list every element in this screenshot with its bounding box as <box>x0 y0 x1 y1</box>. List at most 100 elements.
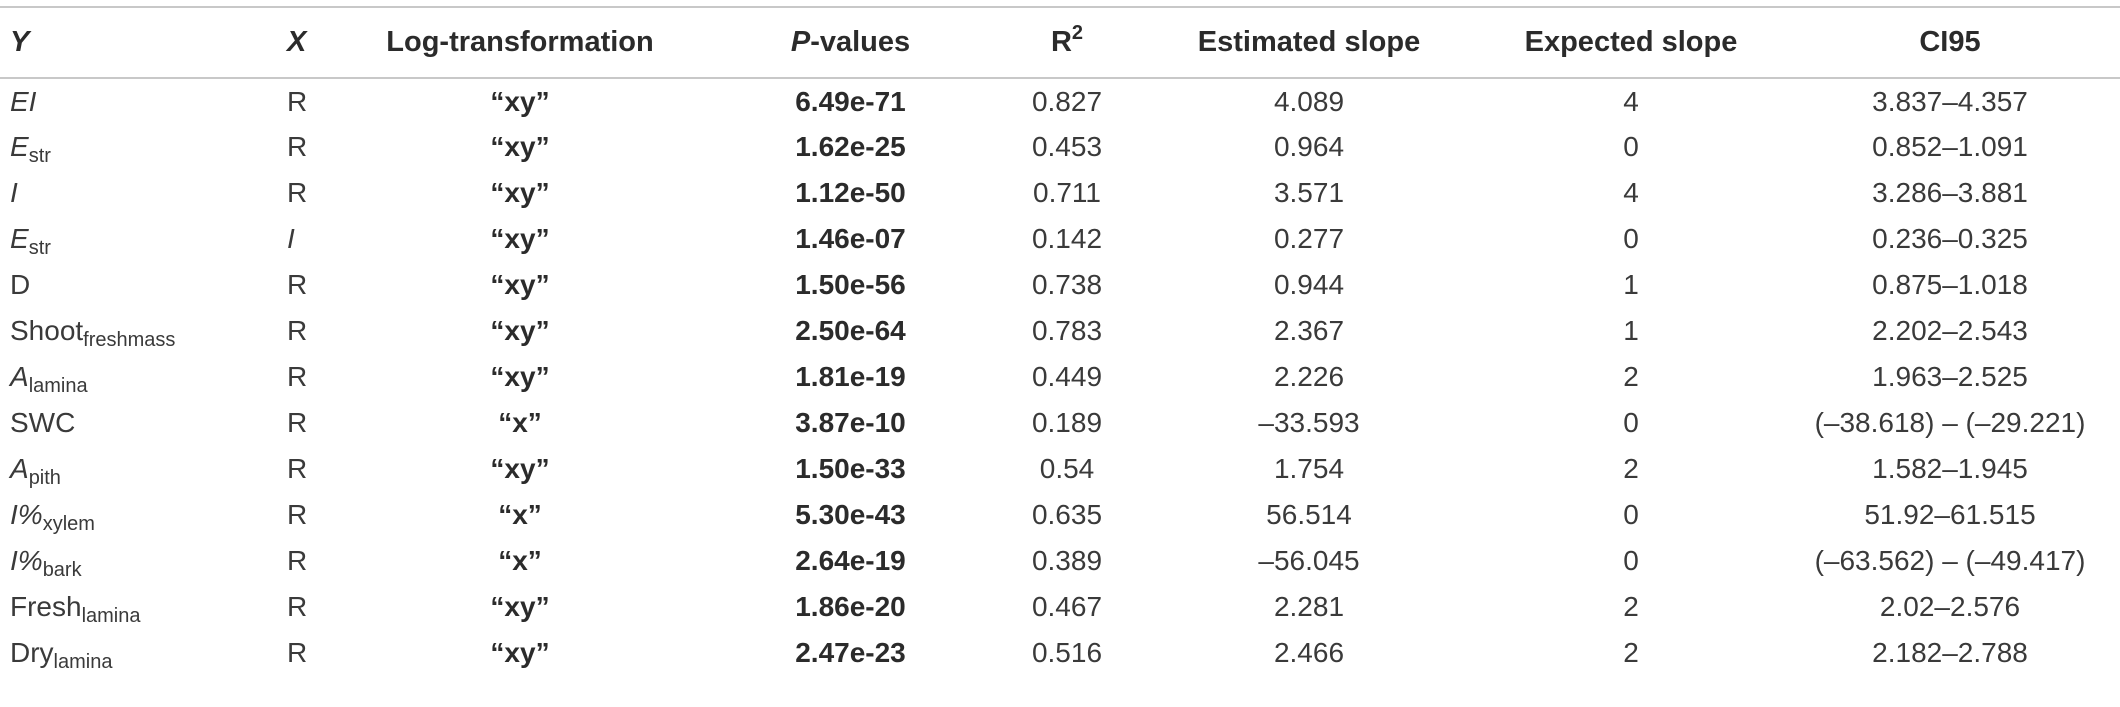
cell-y-base: A <box>10 361 29 392</box>
header-p-values: P-values <box>703 6 998 79</box>
cell-r2: 0.54 <box>1039 453 1095 484</box>
cell-ci95: 3.837–4.357 <box>1872 85 2028 117</box>
header-r2: R2 <box>998 6 1136 79</box>
header-r2-sup: 2 <box>1071 22 1084 44</box>
cell-r2: 0.635 <box>1031 499 1103 530</box>
cell-ci95: 0.875–1.018 <box>1872 269 2028 300</box>
cell-log-transformation: “xy” <box>490 637 550 668</box>
cell-x: R <box>287 499 308 530</box>
cell-ci95: 2.02–2.576 <box>1879 591 2021 622</box>
cell-estimated-slope: 2.367 <box>1273 315 1345 346</box>
cell-y: D <box>0 262 262 308</box>
cell-r2: 0.453 <box>1031 131 1103 162</box>
cell-y: I%xylem <box>0 492 262 538</box>
cell-y: I <box>0 170 262 216</box>
table-row: Estr I “xy” 1.46e-07 0.142 0.277 0 0.236… <box>0 216 2120 262</box>
cell-expected-slope: 4 <box>1623 177 1639 208</box>
cell-expected-slope: 2 <box>1623 453 1639 484</box>
cell-y-base: Shoot <box>10 315 84 346</box>
cell-expected-slope: 2 <box>1623 361 1639 392</box>
cell-p-value: 5.30e-43 <box>795 499 906 530</box>
cell-expected-slope: 2 <box>1623 637 1639 668</box>
cell-p-value: 6.49e-71 <box>795 85 906 117</box>
cell-expected-slope: 0 <box>1623 499 1639 530</box>
cell-estimated-slope: 2.466 <box>1273 637 1345 668</box>
header-expected-slope: Expected slope <box>1482 6 1780 79</box>
cell-r2: 0.738 <box>1031 269 1103 300</box>
table-row: Shootfreshmass R “xy” 2.50e-64 0.783 2.3… <box>0 308 2120 354</box>
cell-p-value: 2.50e-64 <box>795 315 906 346</box>
cell-x: R <box>287 361 308 392</box>
cell-r2: 0.142 <box>1031 223 1103 254</box>
table-row: I%bark R “x” 2.64e-19 0.389 –56.045 0 (–… <box>0 538 2120 584</box>
cell-y-base: I% <box>10 545 43 576</box>
cell-r2: 0.189 <box>1031 407 1103 438</box>
cell-x: R <box>287 269 308 300</box>
cell-expected-slope: 2 <box>1623 591 1639 622</box>
cell-y-base: I% <box>10 499 43 530</box>
cell-estimated-slope: –33.593 <box>1258 407 1360 438</box>
cell-estimated-slope: 0.964 <box>1273 131 1345 162</box>
cell-r2: 0.783 <box>1031 315 1103 346</box>
cell-expected-slope: 0 <box>1623 223 1639 254</box>
cell-x: I <box>287 223 295 254</box>
cell-x: R <box>287 637 308 668</box>
cell-p-value: 1.50e-56 <box>795 269 906 300</box>
cell-expected-slope: 1 <box>1623 315 1639 346</box>
cell-x: R <box>287 591 308 622</box>
table-header: Y X Log-transformation P-values R2 Estim… <box>0 6 2120 79</box>
cell-ci95: 0.852–1.091 <box>1872 131 2028 162</box>
cell-x: R <box>287 545 308 576</box>
cell-y-base: D <box>10 269 31 300</box>
table-row: Alamina R “xy” 1.81e-19 0.449 2.226 2 1.… <box>0 354 2120 400</box>
cell-y-sub: freshmass <box>83 329 176 351</box>
table-row: Estr R “xy” 1.62e-25 0.453 0.964 0 0.852… <box>0 124 2120 170</box>
cell-x: R <box>287 177 308 208</box>
cell-log-transformation: “xy” <box>490 131 550 162</box>
table-row: D R “xy” 1.50e-56 0.738 0.944 1 0.875–1.… <box>0 262 2120 308</box>
cell-p-value: 1.86e-20 <box>795 591 906 622</box>
cell-expected-slope: 0 <box>1623 131 1639 162</box>
cell-log-transformation: “xy” <box>490 177 550 208</box>
cell-estimated-slope: 2.281 <box>1273 591 1345 622</box>
cell-y: Estr <box>0 124 262 170</box>
cell-y-sub: lamina <box>53 651 113 673</box>
cell-y-base: A <box>10 453 29 484</box>
cell-estimated-slope: 3.571 <box>1273 177 1345 208</box>
cell-y-sub: lamina <box>81 605 141 627</box>
table-row: Apith R “xy” 1.50e-33 0.54 1.754 2 1.582… <box>0 446 2120 492</box>
cell-ci95: 1.582–1.945 <box>1872 453 2028 484</box>
cell-p-value: 1.62e-25 <box>795 131 906 162</box>
header-estimated-slope: Estimated slope <box>1136 6 1482 79</box>
cell-x: R <box>287 315 308 346</box>
cell-ci95: (–38.618) – (–29.221) <box>1814 407 2086 438</box>
cell-y: EI <box>0 78 262 124</box>
cell-r2: 0.711 <box>1033 177 1101 208</box>
cell-y-base: E <box>10 223 29 254</box>
cell-y-sub: str <box>28 237 51 259</box>
cell-p-value: 1.12e-50 <box>795 177 906 208</box>
cell-ci95: 3.286–3.881 <box>1872 177 2028 208</box>
cell-y-base: E <box>10 131 29 162</box>
table-row: Drylamina R “xy” 2.47e-23 0.516 2.466 2 … <box>0 630 2120 676</box>
table-row: Freshlamina R “xy” 1.86e-20 0.467 2.281 … <box>0 584 2120 630</box>
cell-log-transformation: “xy” <box>490 453 550 484</box>
cell-x: R <box>287 131 308 162</box>
cell-ci95: (–63.562) – (–49.417) <box>1814 545 2086 576</box>
cell-r2: 0.827 <box>1031 85 1103 117</box>
cell-x: R <box>287 85 308 117</box>
header-x: X <box>262 6 337 79</box>
cell-r2: 0.389 <box>1031 545 1103 576</box>
cell-y-sub: bark <box>42 559 82 581</box>
header-log-transformation: Log-transformation <box>337 6 703 79</box>
cell-expected-slope: 4 <box>1623 85 1639 117</box>
table-row: I%xylem R “x” 5.30e-43 0.635 56.514 0 51… <box>0 492 2120 538</box>
cell-y: I%bark <box>0 538 262 584</box>
cell-p-value: 2.64e-19 <box>795 545 906 576</box>
cell-log-transformation: “x” <box>498 499 542 530</box>
cell-y: Shootfreshmass <box>0 308 262 354</box>
cell-r2: 0.516 <box>1031 637 1103 668</box>
table-body: EI R “xy” 6.49e-71 0.827 4.089 4 3.837–4… <box>0 78 2120 676</box>
table-row: I R “xy” 1.12e-50 0.711 3.571 4 3.286–3.… <box>0 170 2120 216</box>
cell-x: R <box>287 453 308 484</box>
